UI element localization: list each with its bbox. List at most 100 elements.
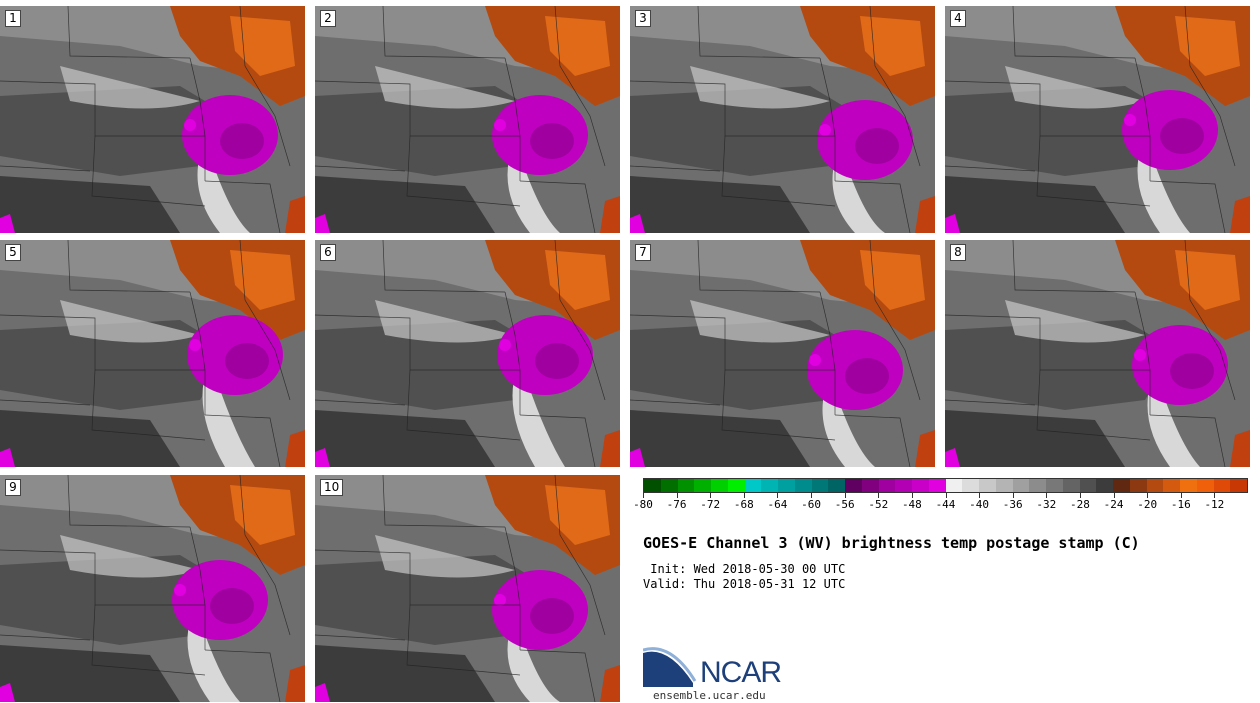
colorbar-tick-label: -44 <box>935 498 956 511</box>
panel-number: 6 <box>320 244 336 261</box>
figure-title: GOES-E Channel 3 (WV) brightness temp po… <box>643 534 1140 552</box>
colorbar-swatch <box>1230 479 1247 492</box>
colorbar-swatch <box>677 479 695 492</box>
colorbar-swatch <box>845 479 862 492</box>
colorbar-swatch <box>1029 479 1046 492</box>
colorbar-swatch <box>744 479 762 492</box>
colorbar-tick <box>1012 493 1014 498</box>
colorbar-tick-label: -76 <box>666 498 687 511</box>
colorbar-tick <box>676 493 678 498</box>
colorbar-swatch <box>895 479 912 492</box>
colorbar-tick-label: -24 <box>1103 498 1124 511</box>
colorbar-tick-label: -48 <box>901 498 922 511</box>
colorbar-swatch <box>1096 479 1113 492</box>
colorbar-swatch <box>1163 479 1180 492</box>
colorbar <box>643 478 1248 493</box>
panel-number: 5 <box>5 244 21 261</box>
colorbar-tick <box>811 493 813 498</box>
map-panel: 4 <box>945 6 1250 233</box>
colorbar-tick-label: -56 <box>834 498 855 511</box>
colorbar-tick <box>643 493 644 498</box>
colorbar-tick <box>743 493 745 498</box>
colorbar-tick <box>1214 493 1216 498</box>
colorbar-tick <box>1180 493 1182 498</box>
colorbar-swatch <box>811 479 829 492</box>
colorbar-swatch <box>928 479 946 492</box>
water-vapor-map <box>630 6 935 233</box>
colorbar-tick <box>945 493 947 498</box>
colorbar-tick <box>911 493 913 498</box>
init-time: Init: Wed 2018-05-30 00 UTC <box>643 562 846 576</box>
water-vapor-map <box>315 6 620 233</box>
colorbar-tick-label: -32 <box>1036 498 1057 511</box>
colorbar-swatch <box>694 479 711 492</box>
water-vapor-map <box>630 240 935 467</box>
colorbar-swatch <box>794 479 812 492</box>
colorbar-swatch <box>1196 479 1214 492</box>
colorbar-swatch <box>727 479 745 492</box>
colorbar-swatch <box>995 479 1013 492</box>
water-vapor-map <box>315 475 620 702</box>
panel-number: 9 <box>5 479 21 496</box>
colorbar-swatch <box>979 479 996 492</box>
valid-time: Valid: Thu 2018-05-31 12 UTC <box>643 577 846 591</box>
colorbar-swatch <box>660 479 678 492</box>
colorbar-tick-label: -40 <box>969 498 990 511</box>
map-panel: 6 <box>315 240 620 467</box>
colorbar-swatch <box>828 479 845 492</box>
colorbar-swatch <box>711 479 728 492</box>
map-panel: 2 <box>315 6 620 233</box>
colorbar-swatch <box>778 479 795 492</box>
colorbar-tick <box>1113 493 1115 498</box>
map-panel: 10 <box>315 475 620 702</box>
colorbar-tick-label: -64 <box>767 498 788 511</box>
colorbar-swatch <box>1046 479 1063 492</box>
colorbar-swatch <box>861 479 879 492</box>
colorbar-tick <box>979 493 981 498</box>
map-panel: 7 <box>630 240 935 467</box>
water-vapor-map <box>945 240 1250 467</box>
colorbar-swatch <box>1180 479 1197 492</box>
colorbar-tick-label: -68 <box>733 498 754 511</box>
colorbar-tick <box>1147 493 1149 498</box>
ncar-wordmark: NCAR <box>700 656 782 689</box>
colorbar-swatch <box>1062 479 1080 492</box>
panel-number: 4 <box>950 10 966 27</box>
map-panel: 5 <box>0 240 305 467</box>
colorbar-tick-label: -80 <box>633 498 653 511</box>
water-vapor-map <box>0 240 305 467</box>
colorbar-tick <box>1079 493 1081 498</box>
colorbar-swatch <box>1213 479 1231 492</box>
map-panel: 3 <box>630 6 935 233</box>
colorbar-tick-label: -12 <box>1204 498 1225 511</box>
colorbar-tick-label: -72 <box>700 498 721 511</box>
colorbar-swatch <box>1012 479 1030 492</box>
colorbar-swatch <box>1079 479 1097 492</box>
colorbar-tick-label: -20 <box>1137 498 1158 511</box>
water-vapor-map <box>0 475 305 702</box>
colorbar-tick <box>1046 493 1048 498</box>
ncar-logo-icon <box>643 647 697 687</box>
colorbar-tick-label: -36 <box>1002 498 1023 511</box>
colorbar-tick-label: -28 <box>1070 498 1090 511</box>
panel-number: 10 <box>320 479 344 496</box>
site-url: ensemble.ucar.edu <box>653 689 766 702</box>
colorbar-tick <box>878 493 880 498</box>
colorbar-tick <box>710 493 712 498</box>
colorbar-tick-label: -52 <box>868 498 889 511</box>
colorbar-swatch <box>1113 479 1130 492</box>
water-vapor-map <box>0 6 305 233</box>
colorbar-swatch <box>962 479 979 492</box>
colorbar-tick-label: -16 <box>1170 498 1191 511</box>
colorbar-swatch <box>878 479 896 492</box>
water-vapor-map <box>315 240 620 467</box>
colorbar-tick-label: -60 <box>801 498 821 511</box>
panel-number: 1 <box>5 10 21 27</box>
colorbar-tick <box>777 493 779 498</box>
map-panel: 1 <box>0 6 305 233</box>
map-panel: 8 <box>945 240 1250 467</box>
colorbar-ticks: -80 -76 -72 -68 -64 -60 -56 -52 -48 -44 -40 -36 -32-… <box>633 493 1248 515</box>
colorbar-swatch <box>1146 479 1164 492</box>
colorbar-swatch <box>1129 479 1147 492</box>
map-panel: 9 <box>0 475 305 702</box>
